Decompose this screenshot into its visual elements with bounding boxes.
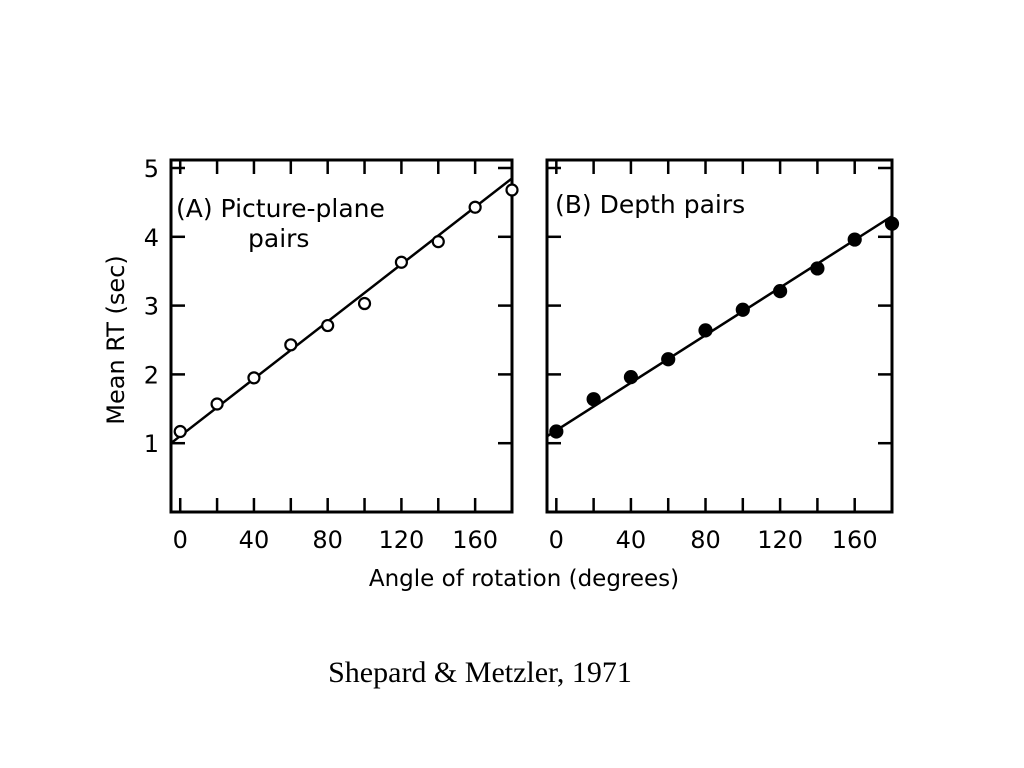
x-tick-label: 160	[832, 526, 878, 554]
y-tick-label: 2	[144, 361, 159, 389]
x-tick-label: 80	[312, 526, 343, 554]
data-point	[549, 424, 564, 439]
y-tick-label: 4	[144, 224, 159, 252]
data-point	[884, 216, 900, 231]
x-tick-label: 40	[616, 526, 647, 554]
panel-label: (A) Picture-plane	[176, 194, 385, 223]
x-axis-label: Angle of rotation (degrees)	[369, 566, 679, 592]
data-point	[431, 235, 445, 249]
x-tick-label: 120	[757, 526, 803, 554]
data-point	[661, 352, 676, 367]
data-point	[505, 183, 519, 197]
data-point	[173, 424, 187, 439]
fit-line	[170, 177, 513, 445]
y-tick-label: 3	[144, 293, 159, 321]
data-point	[210, 397, 224, 411]
data-point	[586, 392, 601, 407]
plot-frame	[545, 158, 894, 514]
data-point	[357, 296, 372, 311]
x-tick-label: 160	[452, 526, 498, 554]
fit-line	[546, 215, 893, 438]
data-point	[468, 200, 482, 214]
data-point	[623, 370, 639, 385]
y-tick-label: 5	[144, 155, 159, 183]
y-axis-label: Mean RT (sec)	[102, 255, 130, 424]
data-point	[698, 323, 713, 338]
panel-label: pairs	[248, 224, 309, 253]
y-tick-label: 1	[144, 430, 159, 458]
data-point	[394, 255, 409, 269]
x-tick-label: 120	[378, 526, 424, 554]
data-point	[321, 318, 335, 333]
x-tick-label: 80	[690, 526, 721, 554]
x-tick-label: 40	[239, 526, 270, 554]
data-point	[735, 302, 750, 317]
data-point	[284, 338, 298, 352]
plot-frame	[169, 158, 514, 514]
data-point	[810, 261, 825, 276]
data-point	[773, 284, 788, 299]
figure-caption: Shepard & Metzler, 1971	[328, 656, 632, 689]
panel-b: 0 40 80 120 160 (B) Depth pairs	[545, 158, 900, 554]
x-tick-label: 0	[549, 526, 564, 554]
x-tick-label: 0	[173, 526, 188, 554]
panel-label: (B) Depth pairs	[555, 190, 745, 219]
data-point	[247, 371, 261, 385]
data-point	[847, 232, 862, 247]
